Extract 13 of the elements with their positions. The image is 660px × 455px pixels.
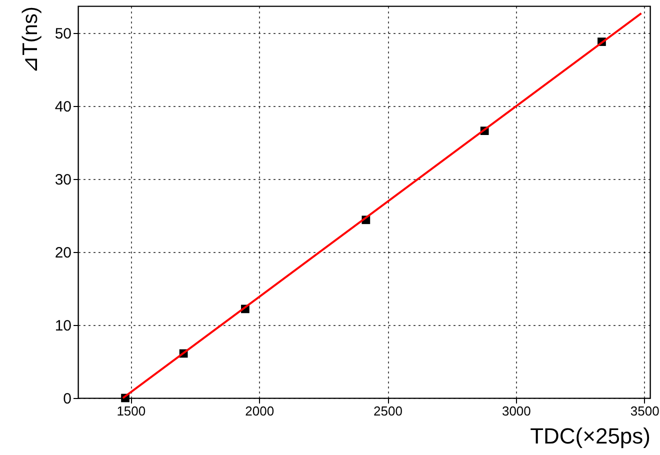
y-tick-label: 10 [54, 318, 72, 334]
y-tick-label: 0 [63, 390, 72, 408]
y-tick-label: 50 [54, 26, 72, 43]
y-axis-title: ⊿T(ns) [18, 6, 42, 74]
x-tick-label: 1500 [116, 404, 146, 418]
x-tick-label: 2000 [245, 404, 274, 418]
x-axis-title: TDC(×25ps) [530, 424, 650, 448]
x-tick-label: 2500 [374, 404, 402, 418]
x-tick-label: 3000 [502, 404, 531, 418]
y-tick-label: 40 [54, 98, 72, 116]
y-tick-label: 20 [54, 244, 72, 262]
x-tick-label: 3500 [630, 404, 660, 418]
y-tick-label: 30 [54, 172, 72, 189]
